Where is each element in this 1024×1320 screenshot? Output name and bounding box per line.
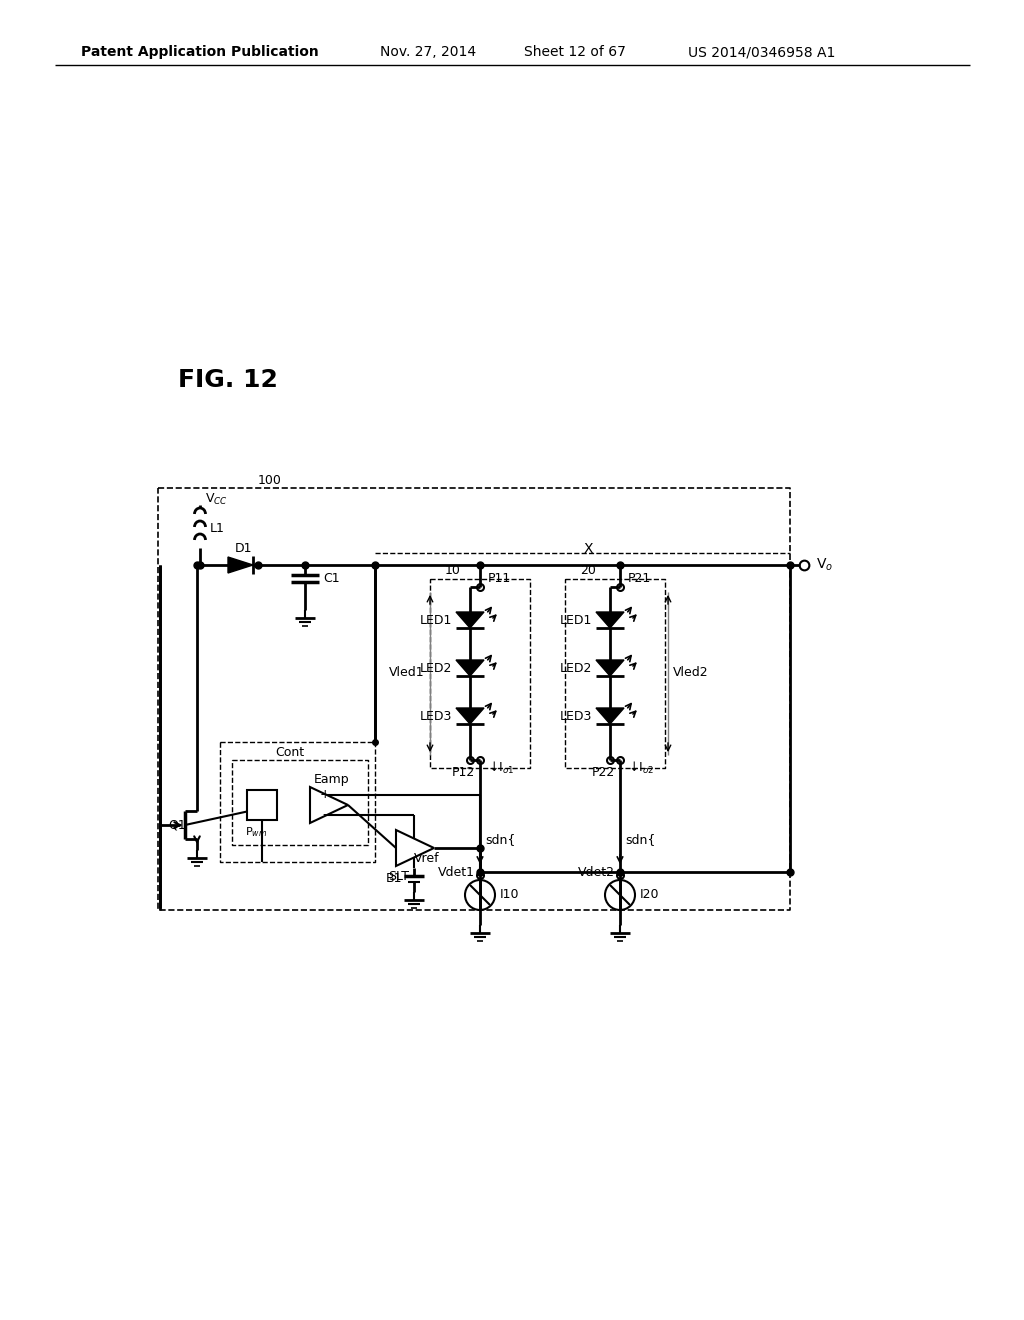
- Text: LED3: LED3: [420, 710, 452, 722]
- Text: Cont: Cont: [275, 746, 304, 759]
- Polygon shape: [596, 612, 624, 628]
- Text: Patent Application Publication: Patent Application Publication: [81, 45, 318, 59]
- Text: Vref: Vref: [414, 851, 439, 865]
- Polygon shape: [456, 612, 484, 628]
- Text: I10: I10: [500, 888, 519, 902]
- Text: P11: P11: [488, 573, 511, 586]
- Text: LED2: LED2: [560, 661, 592, 675]
- Polygon shape: [396, 830, 434, 866]
- Text: FIG. 12: FIG. 12: [178, 368, 278, 392]
- Text: Vdet1: Vdet1: [438, 866, 475, 879]
- Text: sdn{: sdn{: [485, 833, 515, 846]
- Text: LED1: LED1: [420, 614, 452, 627]
- Text: Vdet2: Vdet2: [578, 866, 615, 879]
- Text: +: +: [319, 788, 331, 801]
- Text: V$_o$: V$_o$: [816, 557, 834, 573]
- Text: Vled2: Vled2: [673, 667, 709, 680]
- Text: 20: 20: [580, 565, 596, 578]
- Text: ↓I$_{o2}$: ↓I$_{o2}$: [628, 760, 654, 776]
- Text: Nov. 27, 2014: Nov. 27, 2014: [380, 45, 476, 59]
- Text: Q1: Q1: [168, 818, 185, 832]
- Polygon shape: [310, 787, 348, 822]
- Text: sdn{: sdn{: [625, 833, 655, 846]
- Text: LED3: LED3: [560, 710, 592, 722]
- Polygon shape: [456, 660, 484, 676]
- Polygon shape: [596, 708, 624, 723]
- Text: V$_{CC}$: V$_{CC}$: [205, 491, 228, 507]
- Text: 10: 10: [445, 565, 461, 578]
- Text: P12: P12: [452, 766, 475, 779]
- Text: P$_{wm}$: P$_{wm}$: [245, 825, 267, 840]
- Text: US 2014/0346958 A1: US 2014/0346958 A1: [688, 45, 836, 59]
- Text: Sheet 12 of 67: Sheet 12 of 67: [524, 45, 626, 59]
- Text: -: -: [323, 808, 328, 821]
- Text: I20: I20: [640, 888, 659, 902]
- Polygon shape: [456, 708, 484, 723]
- Text: X: X: [584, 543, 593, 556]
- Polygon shape: [228, 557, 253, 573]
- Bar: [247, 789, 278, 820]
- Text: Eamp: Eamp: [314, 772, 350, 785]
- Text: LED1: LED1: [560, 614, 592, 627]
- Text: D1: D1: [236, 543, 253, 556]
- Text: C1: C1: [323, 572, 340, 585]
- Text: ↓I$_{o1}$: ↓I$_{o1}$: [488, 760, 514, 776]
- Text: P22: P22: [592, 766, 615, 779]
- Text: L1: L1: [210, 521, 225, 535]
- Text: 100: 100: [258, 474, 282, 487]
- Text: B1: B1: [385, 873, 402, 886]
- Text: SLT: SLT: [388, 870, 409, 883]
- Text: LED2: LED2: [420, 661, 452, 675]
- Text: P21: P21: [628, 573, 651, 586]
- Polygon shape: [596, 660, 624, 676]
- Text: Vled1: Vled1: [389, 667, 425, 680]
